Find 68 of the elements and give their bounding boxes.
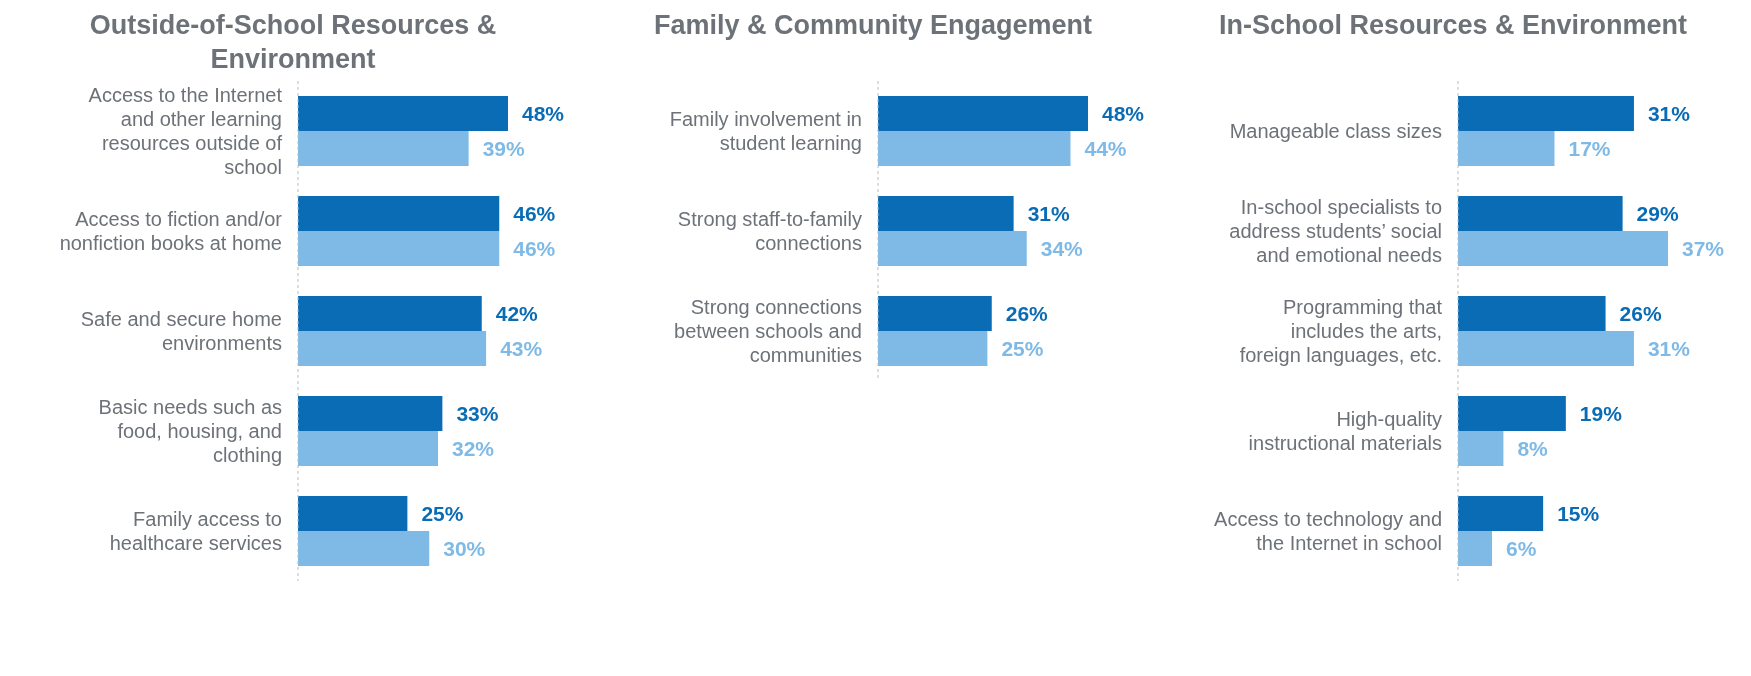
data-label: 48% [1102, 102, 1145, 125]
bar [298, 431, 438, 466]
chart-title: In-School Resources & Environment [1217, 9, 1689, 42]
y-tick-label: Safe and secure home environments [80, 308, 282, 354]
y-tick-label: Manageable class sizes [1229, 120, 1442, 142]
data-label: 26% [1005, 302, 1049, 325]
y-tick-label: Programming that includes the arts, foreign languages, etc. [1239, 296, 1443, 366]
data-label: 32% [452, 437, 495, 460]
data-label: 31% [1647, 337, 1691, 360]
bar [878, 296, 992, 331]
data-label: 34% [1040, 237, 1084, 260]
data-label: 26% [1619, 302, 1662, 325]
bar [298, 496, 408, 531]
data-label: 17% [1568, 137, 1611, 160]
bar [1458, 196, 1623, 231]
bar [298, 396, 443, 431]
data-label: 15% [1557, 502, 1600, 525]
y-tick-label: In-school specialists to address students’ social and emotional needs [1229, 196, 1442, 266]
data-label: 37% [1682, 237, 1725, 260]
bar [1458, 531, 1493, 566]
bar [878, 196, 1014, 231]
bar [1458, 296, 1606, 331]
chart-title: Family & Community Engagement [652, 9, 1094, 42]
data-label: 48% [522, 102, 565, 125]
data-label: 33% [456, 402, 499, 425]
data-label: 46% [513, 237, 556, 260]
bar [298, 96, 508, 131]
bar [878, 96, 1088, 131]
y-tick-label: Access to the Internet and other learning resources outside of school [88, 84, 283, 178]
bar [1458, 396, 1566, 431]
y-tick-label: Family access to healthcare services [109, 508, 282, 554]
bar [1458, 231, 1668, 266]
chart-title: Outside-of-School Resources & Environment [88, 9, 498, 76]
bar [298, 131, 469, 166]
data-label: 46% [513, 202, 556, 225]
data-label: 6% [1506, 537, 1537, 560]
y-tick-label: Strong connections between schools and communities [674, 296, 862, 366]
data-label: 31% [1027, 202, 1070, 225]
bar [298, 331, 487, 366]
data-label: 43% [500, 337, 543, 360]
y-tick-label: Access to technology and the Internet in school [1214, 508, 1442, 554]
y-tick-label: Strong staff-to-family connections [677, 208, 862, 254]
data-label: 30% [443, 537, 486, 560]
bar [298, 231, 500, 266]
bar [878, 231, 1027, 266]
data-label: 39% [482, 137, 525, 160]
bar [1458, 131, 1555, 166]
bar [1458, 496, 1544, 531]
bar [878, 331, 988, 366]
y-tick-label: Family involvement in student learning [669, 108, 862, 154]
y-tick-label: Access to fiction and/or nonfiction books at home [59, 208, 283, 254]
bar [1458, 96, 1634, 131]
data-label: 42% [495, 302, 539, 325]
data-label: 25% [421, 502, 464, 525]
data-label: 25% [1001, 337, 1044, 360]
bar [1458, 331, 1634, 366]
data-label: 44% [1084, 137, 1127, 160]
bar [878, 131, 1071, 166]
data-label: 31% [1647, 102, 1691, 125]
bar [1458, 431, 1504, 466]
bar [298, 296, 482, 331]
data-label: 19% [1579, 402, 1623, 425]
bar [298, 531, 430, 566]
bar [298, 196, 500, 231]
y-tick-label: Basic needs such as food, housing, and clothing [98, 396, 282, 466]
data-label: 8% [1517, 437, 1549, 460]
y-tick-label: High-quality instructional materials [1248, 408, 1442, 454]
data-label: 29% [1636, 202, 1679, 225]
